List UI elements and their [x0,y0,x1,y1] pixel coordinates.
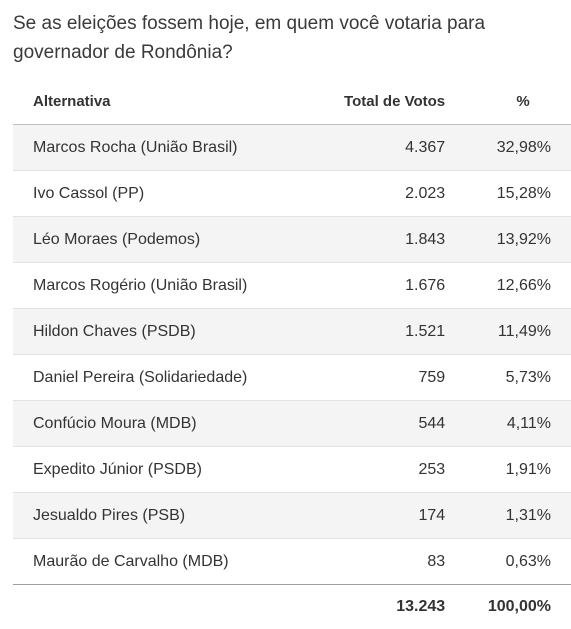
candidate-name: Confúcio Moura (MDB) [13,401,316,447]
total-row: 13.243 100,00% [13,585,571,629]
candidate-percent: 32,98% [445,125,571,171]
candidate-name: Marcos Rogério (União Brasil) [13,263,316,309]
candidate-percent: 15,28% [445,171,571,217]
candidate-votes: 759 [316,355,445,401]
candidate-votes: 4.367 [316,125,445,171]
table-row: Confúcio Moura (MDB) 544 4,11% [13,401,571,447]
candidate-percent: 11,49% [445,309,571,355]
candidate-votes: 1.676 [316,263,445,309]
total-label-cell [13,585,316,629]
candidate-name: Daniel Pereira (Solidariedade) [13,355,316,401]
header-alternative: Alternativa [13,78,316,125]
table-row: Léo Moraes (Podemos) 1.843 13,92% [13,217,571,263]
table-row: Marcos Rogério (União Brasil) 1.676 12,6… [13,263,571,309]
table-row: Hildon Chaves (PSDB) 1.521 11,49% [13,309,571,355]
candidate-name: Jesualdo Pires (PSB) [13,493,316,539]
candidate-name: Expedito Júnior (PSDB) [13,447,316,493]
results-table: Alternativa Total de Votos % Marcos Roch… [13,78,571,629]
candidate-percent: 0,63% [445,539,571,585]
candidate-name: Léo Moraes (Podemos) [13,217,316,263]
header-percent: % [445,78,571,125]
poll-question: Se as eleições fossem hoje, em quem você… [13,9,568,67]
table-row: Expedito Júnior (PSDB) 253 1,91% [13,447,571,493]
candidate-name: Marcos Rocha (União Brasil) [13,125,316,171]
candidate-votes: 253 [316,447,445,493]
candidate-name: Maurão de Carvalho (MDB) [13,539,316,585]
candidate-percent: 12,66% [445,263,571,309]
table-header-row: Alternativa Total de Votos % [13,78,571,125]
candidate-votes: 544 [316,401,445,447]
table-row: Maurão de Carvalho (MDB) 83 0,63% [13,539,571,585]
total-percent: 100,00% [445,585,571,629]
candidate-votes: 1.521 [316,309,445,355]
table-row: Ivo Cassol (PP) 2.023 15,28% [13,171,571,217]
candidate-percent: 1,31% [445,493,571,539]
total-votes: 13.243 [316,585,445,629]
candidate-votes: 1.843 [316,217,445,263]
candidate-votes: 2.023 [316,171,445,217]
candidate-votes: 83 [316,539,445,585]
candidate-name: Ivo Cassol (PP) [13,171,316,217]
candidate-votes: 174 [316,493,445,539]
candidate-percent: 4,11% [445,401,571,447]
candidate-name: Hildon Chaves (PSDB) [13,309,316,355]
table-row: Daniel Pereira (Solidariedade) 759 5,73% [13,355,571,401]
table-row: Jesualdo Pires (PSB) 174 1,31% [13,493,571,539]
table-row: Marcos Rocha (União Brasil) 4.367 32,98% [13,125,571,171]
candidate-percent: 1,91% [445,447,571,493]
candidate-percent: 5,73% [445,355,571,401]
candidate-percent: 13,92% [445,217,571,263]
header-votes: Total de Votos [316,78,445,125]
